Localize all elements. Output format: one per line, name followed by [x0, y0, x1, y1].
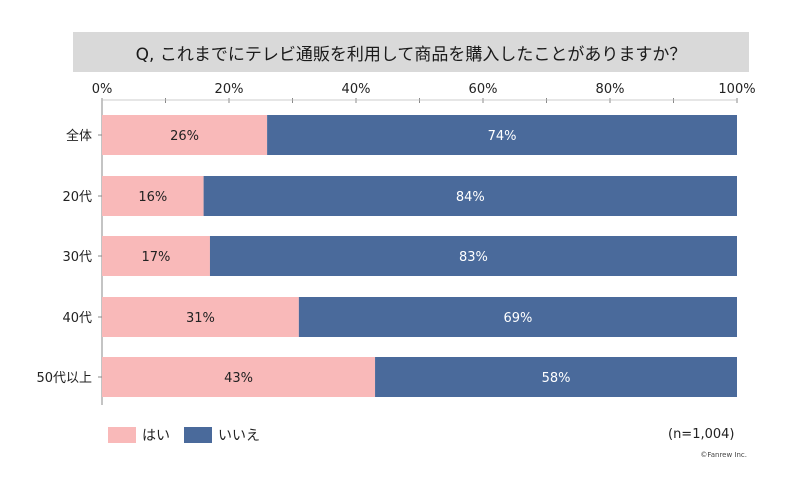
chart-title: Q, これまでにテレビ通販を利用して商品を購入したことがありますか？	[73, 32, 749, 72]
legend-label-yes: はい	[142, 428, 170, 444]
data-label-yes: 31%	[186, 311, 215, 326]
sample-size-note: (n=1,004)	[668, 427, 735, 442]
bar-no	[209, 236, 737, 276]
bar-yes	[102, 297, 299, 337]
bar-yes	[102, 115, 268, 155]
category-label: 全体	[66, 128, 92, 144]
x-tick-label: 60%	[469, 82, 498, 97]
legend-label-no: いいえ	[218, 428, 260, 444]
x-tick-label: 20%	[215, 82, 244, 97]
category-label: 30代	[62, 250, 92, 265]
legend-swatch-no	[184, 427, 212, 443]
bar-no	[375, 357, 737, 397]
x-tick-label: 0%	[92, 82, 113, 97]
bar-no	[267, 115, 737, 155]
x-tick-label: 80%	[596, 82, 625, 97]
legend: はい いいえ	[108, 425, 274, 445]
bar-no	[203, 176, 738, 216]
data-label-yes: 16%	[138, 190, 167, 205]
data-label-no: 83%	[459, 250, 488, 265]
category-label: 20代	[62, 190, 92, 205]
category-label: 40代	[62, 311, 92, 326]
x-tick-label: 100%	[718, 82, 755, 97]
bar-no	[298, 297, 737, 337]
bar-yes	[102, 176, 204, 216]
copyright-credit: ©Fanrew Inc.	[700, 451, 747, 459]
data-label-no: 84%	[456, 190, 485, 205]
data-label-no: 69%	[503, 311, 532, 326]
data-label-yes: 43%	[224, 371, 253, 386]
legend-swatch-yes	[108, 427, 136, 443]
data-label-yes: 26%	[170, 129, 199, 144]
bar-yes	[102, 357, 376, 397]
data-label-no: 74%	[488, 129, 517, 144]
data-label-no: 58%	[542, 371, 571, 386]
legend-item-no: いいえ	[184, 425, 260, 445]
x-tick-label: 40%	[342, 82, 371, 97]
bar-yes	[102, 236, 210, 276]
category-label: 50代以上	[36, 371, 92, 386]
data-label-yes: 17%	[142, 250, 171, 265]
legend-item-yes: はい	[108, 425, 170, 445]
